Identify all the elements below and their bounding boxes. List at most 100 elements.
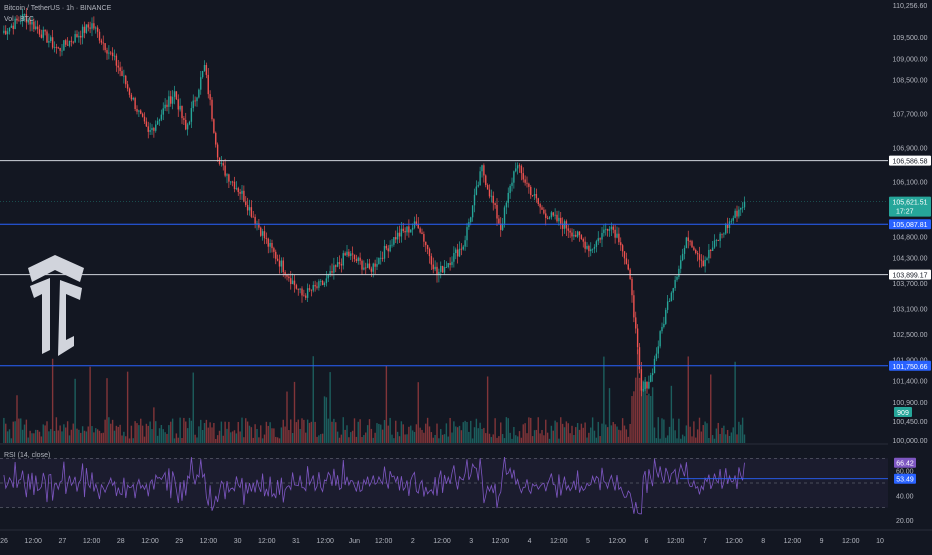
- candle-body: [593, 246, 596, 249]
- rsi-legend[interactable]: RSI (14, close): [4, 452, 51, 459]
- candle-body: [363, 267, 365, 270]
- candle-body: [310, 289, 313, 291]
- candle-body: [42, 29, 44, 38]
- volume-bar: [486, 376, 489, 443]
- volume-bar: [314, 421, 316, 443]
- candle-body: [170, 96, 172, 104]
- candle-body: [490, 195, 493, 197]
- volume-bar: [35, 429, 37, 443]
- volume-bar: [282, 419, 284, 443]
- candle-body: [507, 192, 509, 203]
- candle-body: [153, 127, 155, 131]
- volume-bar: [68, 435, 71, 443]
- volume-bar: [6, 431, 9, 443]
- candle-body: [715, 240, 718, 241]
- candle-body: [98, 31, 101, 41]
- time-axis[interactable]: 26 12:00 27 12:00 28 12:00 29 12:00 30 12:00 31 12:…: [0, 529, 932, 545]
- candle-body: [237, 188, 239, 193]
- candle-body: [325, 278, 328, 284]
- candle-body: [563, 221, 566, 229]
- candle-body: [327, 274, 329, 279]
- volume-bar: [275, 436, 277, 443]
- volume-bar: [588, 432, 590, 443]
- volume-bar: [31, 433, 33, 443]
- volume-bar: [661, 418, 663, 443]
- level-current-axis-label: 105,621.51: [892, 200, 927, 207]
- candle-body: [273, 248, 275, 252]
- volume-bar: [528, 417, 530, 443]
- volume-bar: [730, 432, 733, 443]
- volume-bar: [134, 421, 136, 443]
- candle-body: [479, 171, 481, 186]
- level-current-axis-badge: [889, 196, 931, 217]
- candle-body: [228, 174, 230, 182]
- candle-body: [533, 194, 536, 196]
- candle-body: [582, 239, 584, 242]
- candle-body: [155, 124, 157, 131]
- volume-bar: [95, 428, 97, 443]
- volume-bar: [355, 436, 358, 443]
- candle-body: [12, 25, 14, 30]
- volume-bar: [503, 438, 506, 443]
- candle-body: [83, 26, 86, 33]
- volume-badge-label: 909: [897, 410, 909, 417]
- volume-bar: [325, 397, 328, 443]
- candle-body: [605, 228, 607, 230]
- volume-bar: [535, 429, 538, 443]
- volume-bar: [115, 425, 118, 443]
- candle-body: [717, 240, 719, 241]
- volume-bar: [530, 417, 532, 443]
- volume-bar: [312, 356, 314, 443]
- rsi-value-label: 66.42: [896, 461, 914, 468]
- volume-bar: [89, 366, 91, 443]
- price-tick-label: 104,800.00: [892, 234, 927, 241]
- volume-bar: [145, 423, 148, 443]
- candle-body: [29, 19, 31, 25]
- volume-bar: [635, 377, 637, 443]
- volume-bar: [166, 433, 168, 443]
- candle-body: [648, 381, 650, 389]
- candle-body: [196, 97, 198, 102]
- symbol-legend[interactable]: Bitcoin / TetherUS · 1h · BINANCE: [4, 5, 112, 12]
- candle-body: [38, 29, 41, 35]
- horizontal-levels[interactable]: 106,586.58 105,621.51 17:27 105,087.81 103,8…: [0, 155, 931, 371]
- volume-bar: [378, 423, 380, 443]
- price-tick-label: 102,500.00: [892, 332, 927, 339]
- volume-bar: [704, 421, 706, 443]
- volume-bar: [243, 437, 245, 443]
- price-axis[interactable]: 110,256.60 109,500.00 109,000.00 108,500.00…: [888, 0, 932, 550]
- volume-bar: [526, 433, 528, 443]
- candle-body: [541, 207, 543, 210]
- volume-legend[interactable]: Vol · BTC: [4, 16, 34, 23]
- volume-bar: [147, 425, 149, 443]
- volume-bar: [432, 437, 434, 443]
- candle-body: [365, 267, 367, 269]
- volume-bar: [233, 430, 236, 443]
- candle-body: [400, 228, 403, 237]
- time-tick-label: 8: [761, 538, 765, 545]
- volume-bar: [481, 428, 483, 443]
- candle-body: [428, 249, 431, 257]
- volume-bar: [741, 417, 744, 443]
- volume-bar: [584, 422, 586, 443]
- candle-body: [20, 21, 22, 22]
- price-tick-label: 100,000.00: [892, 438, 927, 445]
- volume-bar: [366, 425, 369, 443]
- volume-bar: [295, 422, 298, 443]
- candle-body: [168, 96, 170, 107]
- candle-body: [383, 245, 386, 259]
- volume-bar: [618, 429, 620, 443]
- candle-body: [100, 40, 103, 43]
- candle-body: [258, 223, 260, 228]
- volume-bar: [119, 424, 121, 443]
- candle-body: [224, 165, 226, 176]
- volume-bar: [479, 422, 481, 443]
- candle-body: [286, 275, 288, 277]
- candle-body: [123, 75, 125, 77]
- time-tick-label: 12:00: [667, 538, 685, 545]
- candle-body: [119, 67, 121, 72]
- candle-body: [288, 276, 290, 279]
- volume-bar: [278, 438, 281, 443]
